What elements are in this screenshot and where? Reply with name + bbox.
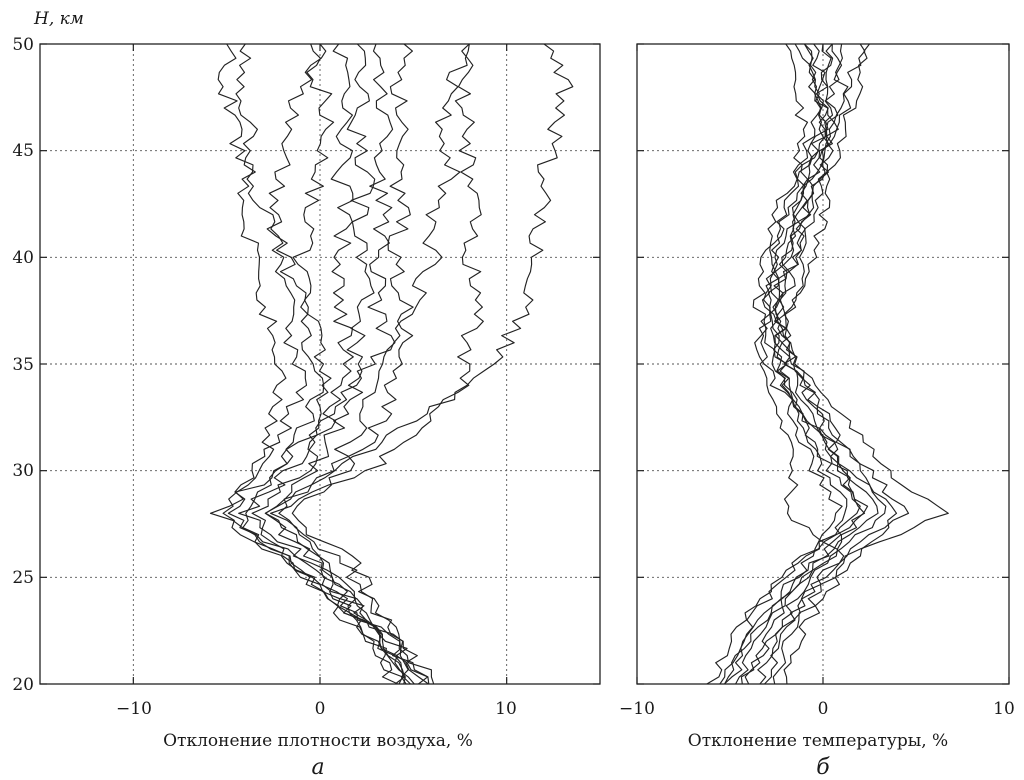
x-axis-label-temperature: Отклонение температуры, % — [688, 731, 948, 751]
ytick-35: 35 — [12, 355, 34, 375]
ytick-45: 45 — [12, 141, 34, 161]
xtick-b-0: 0 — [818, 699, 829, 719]
ytick-30: 30 — [12, 461, 34, 481]
series-line-b-6 — [719, 43, 869, 685]
xtick-a-10: 10 — [495, 699, 517, 719]
series-line-b-2 — [706, 43, 861, 685]
series-line-a-9 — [209, 43, 470, 685]
series-line-a-7 — [278, 43, 429, 685]
series-line-b-8 — [754, 43, 898, 685]
panel-label-a: а — [311, 755, 324, 780]
xtick-a-0: 0 — [315, 699, 326, 719]
series-line-b-10 — [740, 43, 870, 685]
panel-a-density: 20 25 30 35 40 45 50 −10 0 10 Отклонение… — [12, 9, 601, 780]
series-line-a-3 — [242, 43, 406, 685]
series-line-b-11 — [724, 43, 848, 685]
y-axis-label-text: H, км — [33, 9, 84, 29]
series-line-b-9 — [757, 43, 845, 685]
xtick-b-minus10: −10 — [619, 699, 655, 719]
xtick-b-10: 10 — [993, 699, 1015, 719]
series-line-a-8 — [291, 43, 435, 685]
series-line-a-11 — [264, 43, 574, 685]
ytick-25: 25 — [12, 568, 34, 588]
x-axis-label-density: Отклонение плотности воздуха, % — [163, 731, 473, 751]
panel-b-temperature: −10 0 10 Отклонение температуры, % б — [619, 43, 1015, 780]
series-line-b-4 — [761, 43, 910, 685]
series-line-a-4 — [238, 43, 429, 685]
series-line-a-2 — [222, 43, 409, 685]
xtick-a-minus10: −10 — [116, 699, 152, 719]
y-axis-label: H, км — [33, 9, 84, 29]
ytick-50: 50 — [12, 35, 34, 55]
series-line-a-5 — [251, 43, 415, 685]
series-line-a-10 — [270, 43, 484, 685]
ytick-40: 40 — [12, 248, 34, 268]
series-line-b-3 — [735, 43, 879, 685]
series-line-b-7 — [744, 43, 887, 685]
panel-label-b: б — [816, 755, 830, 780]
ytick-20: 20 — [12, 675, 34, 695]
series-line-a-1 — [217, 43, 405, 685]
